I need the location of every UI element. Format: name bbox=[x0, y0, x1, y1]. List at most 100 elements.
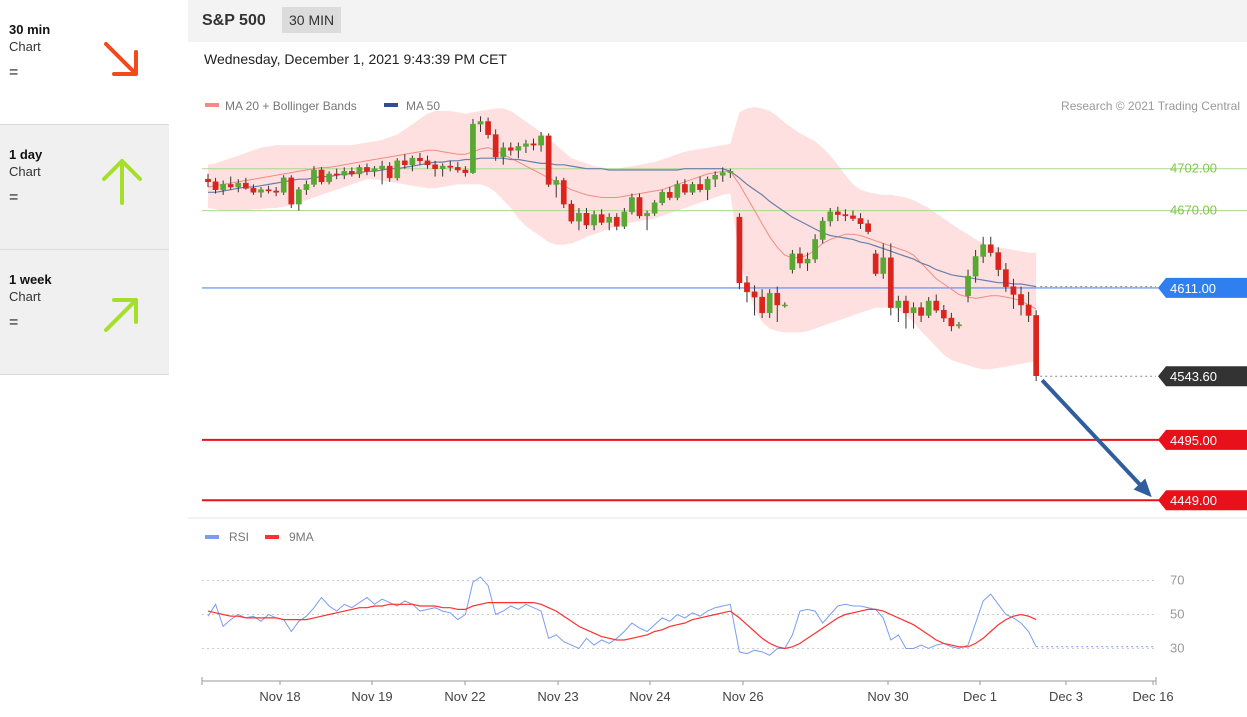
candle bbox=[364, 163, 370, 176]
candle bbox=[447, 160, 454, 172]
candle bbox=[719, 167, 726, 182]
candle bbox=[712, 171, 719, 188]
candle bbox=[212, 177, 219, 194]
candle bbox=[205, 173, 211, 188]
level-label: 4449.00 bbox=[1170, 493, 1217, 508]
rsi-tick-label: 70 bbox=[1170, 573, 1184, 588]
candle bbox=[401, 154, 408, 169]
candle bbox=[774, 286, 781, 322]
candle bbox=[606, 213, 613, 231]
candle bbox=[956, 322, 962, 329]
candle bbox=[348, 167, 355, 177]
candle bbox=[910, 302, 917, 329]
rsi-ma-legend-swatch bbox=[265, 535, 279, 539]
timeframe-1day[interactable]: 1 day Chart = bbox=[0, 125, 169, 250]
candle bbox=[819, 217, 826, 244]
timeframe-1week[interactable]: 1 week Chart = bbox=[0, 250, 169, 375]
x-axis: Nov 18 Nov 19 Nov 22 Nov 23 Nov 24 Nov 26 Nov … bbox=[201, 677, 1174, 704]
rsi-legend-label: RSI bbox=[229, 530, 249, 544]
rsi-legend-swatch bbox=[205, 535, 219, 539]
x-tick-label: Dec 16 bbox=[1132, 689, 1173, 704]
price-levels bbox=[202, 168, 1247, 502]
candle bbox=[697, 176, 703, 193]
candle bbox=[485, 117, 491, 139]
candle bbox=[872, 249, 879, 277]
candle bbox=[804, 252, 811, 271]
candle bbox=[812, 234, 818, 264]
candle bbox=[903, 295, 909, 329]
candle bbox=[980, 236, 987, 264]
level-tag bbox=[1158, 429, 1247, 450]
candle bbox=[736, 213, 743, 290]
candlesticks bbox=[205, 116, 1040, 381]
ma50-legend-label: MA 50 bbox=[406, 99, 440, 113]
candle bbox=[781, 302, 788, 308]
candle bbox=[258, 187, 264, 198]
candle bbox=[265, 185, 272, 194]
forecast-arrow bbox=[1040, 378, 1152, 498]
candle bbox=[280, 175, 287, 195]
candle bbox=[417, 152, 423, 165]
candle bbox=[454, 162, 461, 173]
candle bbox=[311, 166, 317, 188]
candle bbox=[948, 312, 955, 332]
candle bbox=[273, 187, 279, 197]
candle bbox=[751, 285, 758, 316]
candle bbox=[629, 193, 635, 215]
candle bbox=[965, 269, 971, 303]
candle bbox=[674, 180, 681, 201]
candle bbox=[834, 206, 841, 222]
candle bbox=[940, 304, 947, 322]
candle bbox=[470, 118, 476, 174]
candle bbox=[857, 213, 864, 229]
level-tag bbox=[1158, 366, 1247, 387]
candle bbox=[523, 139, 529, 153]
arrow-up-icon bbox=[102, 159, 142, 205]
candle bbox=[666, 187, 673, 201]
bollinger-band-area bbox=[208, 107, 1037, 370]
x-tick-label: Nov 23 bbox=[537, 689, 578, 704]
level-labels: 4702.00 4670.00 4611.00 4543.60 4495.00 4449.… bbox=[1158, 161, 1247, 511]
timeframe-30min-eq: = bbox=[9, 64, 19, 81]
chart-panel: S&P 500 30 MIN Wednesday, December 1, 20… bbox=[188, 0, 1247, 717]
x-tick-label: Nov 19 bbox=[351, 689, 392, 704]
rsi-indicator: 70 50 30 bbox=[202, 573, 1184, 656]
candle bbox=[744, 276, 750, 303]
candle bbox=[576, 208, 582, 231]
timeframe-30min-label: 30 min bbox=[9, 22, 51, 37]
rsi-tick-label: 30 bbox=[1170, 641, 1184, 656]
candle bbox=[227, 176, 234, 190]
chart-header: S&P 500 30 MIN bbox=[188, 0, 1247, 42]
candle bbox=[636, 193, 643, 219]
candle bbox=[295, 187, 302, 211]
candle bbox=[568, 200, 575, 224]
timeframe-30min-sub: Chart bbox=[9, 39, 41, 54]
rsi-tick-label: 50 bbox=[1170, 607, 1184, 622]
ma20-line bbox=[207, 147, 1037, 310]
rsi-line bbox=[207, 576, 1037, 656]
timeframe-badge[interactable]: 30 MIN bbox=[282, 7, 342, 33]
candle bbox=[1033, 310, 1040, 381]
price-chart[interactable]: MA 20 + Bollinger Bands MA 50 Research ©… bbox=[188, 42, 1247, 717]
candle bbox=[895, 295, 902, 322]
candle bbox=[918, 302, 924, 322]
timeframe-1week-eq: = bbox=[9, 314, 19, 331]
timeframe-30min[interactable]: 30 min Chart = bbox=[0, 0, 169, 125]
candle bbox=[766, 289, 773, 319]
x-tick-label: Nov 18 bbox=[259, 689, 300, 704]
candle bbox=[235, 179, 242, 193]
candle bbox=[583, 208, 590, 229]
level-label: 4702.00 bbox=[1170, 161, 1217, 176]
candle bbox=[1003, 263, 1009, 292]
candle bbox=[303, 180, 310, 195]
candle bbox=[759, 289, 765, 319]
candle bbox=[538, 132, 544, 152]
level-label: 4495.00 bbox=[1170, 433, 1217, 448]
research-credit: Research © 2021 Trading Central bbox=[1061, 99, 1240, 113]
candle bbox=[492, 129, 499, 161]
candle bbox=[933, 294, 940, 313]
timeframe-1day-eq: = bbox=[9, 189, 19, 206]
instrument-name: S&P 500 bbox=[202, 12, 266, 29]
candle bbox=[394, 158, 401, 181]
candle bbox=[797, 247, 803, 269]
